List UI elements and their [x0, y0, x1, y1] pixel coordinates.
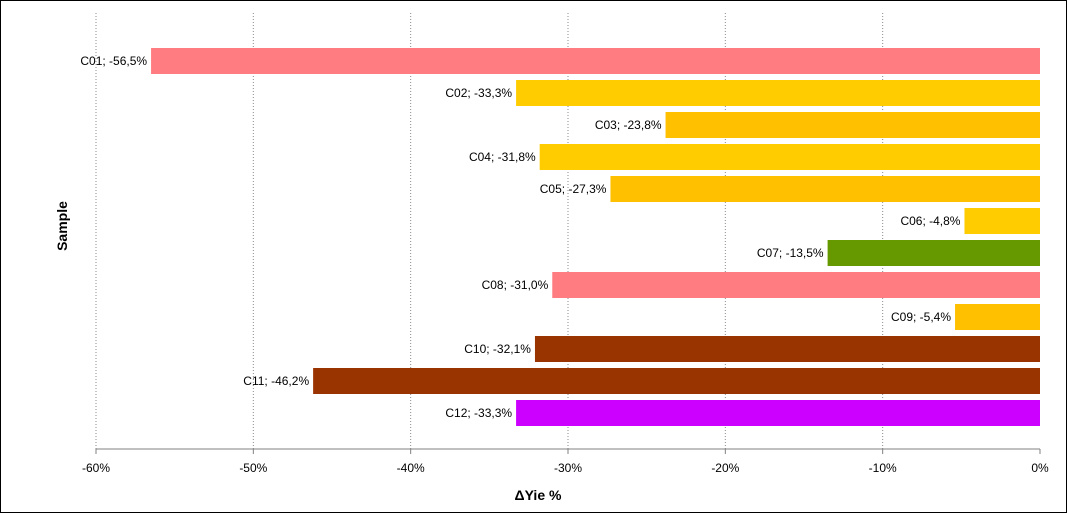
bar-c03: [665, 112, 1040, 138]
data-label-c07: C07; -13,5%: [757, 246, 824, 260]
x-tick-label: -50%: [239, 461, 267, 475]
data-label-c09: C09; -5,4%: [891, 310, 951, 324]
x-tick-label: -10%: [869, 461, 897, 475]
bar-c10: [534, 336, 1040, 362]
data-labels: C01; -56,5% C02; -33,3% C03; -23,8% C04; -3…: [80, 54, 960, 420]
x-tick-label: 0%: [1031, 461, 1049, 475]
bar-c08: [552, 272, 1040, 298]
bar-c02: [516, 80, 1040, 106]
bar-c09: [955, 304, 1040, 330]
bars: [151, 48, 1041, 426]
bar-c11: [313, 368, 1040, 394]
x-tick-label: -20%: [711, 461, 739, 475]
data-label-c08: C08; -31,0%: [482, 278, 549, 292]
data-label-c12: C12; -33,3%: [445, 406, 512, 420]
x-axis-title: ΔYie %: [515, 487, 562, 503]
data-label-c02: C02; -33,3%: [445, 86, 512, 100]
data-label-c10: C10; -32,1%: [464, 342, 531, 356]
x-tick-label: -60%: [82, 461, 110, 475]
data-label-c04: C04; -31,8%: [469, 150, 536, 164]
data-label-c03: C03; -23,8%: [595, 118, 662, 132]
bar-c12: [516, 400, 1040, 426]
data-label-c05: C05; -27,3%: [540, 182, 607, 196]
bar-c07: [827, 240, 1040, 266]
y-axis-title: Sample: [54, 201, 70, 251]
bar-c04: [539, 144, 1040, 170]
data-label-c11: C11; -46,2%: [243, 374, 309, 388]
x-axis: -60% -50% -40% -30% -20% -10% 0%: [82, 448, 1049, 475]
bar-c05: [610, 176, 1040, 202]
data-label-c01: C01; -56,5%: [80, 54, 147, 68]
bar-c06: [964, 208, 1040, 234]
x-tick-label: -40%: [397, 461, 425, 475]
x-tick-label: -30%: [554, 461, 582, 475]
data-label-c06: C06; -4,8%: [900, 214, 960, 228]
bar-c01: [151, 48, 1041, 74]
